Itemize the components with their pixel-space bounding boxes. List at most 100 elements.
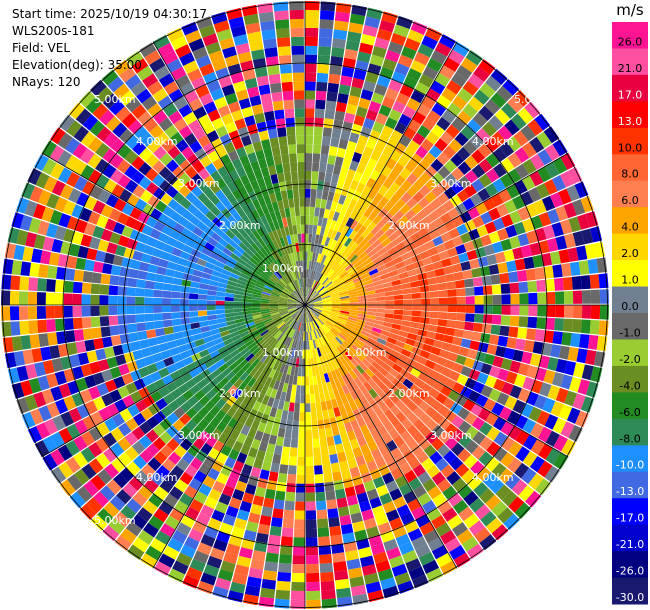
velocity-gate — [423, 394, 436, 406]
velocity-gate — [480, 511, 497, 527]
velocity-gate — [131, 440, 146, 455]
velocity-gate — [233, 221, 243, 232]
velocity-gate — [421, 95, 436, 110]
velocity-gate — [563, 291, 574, 304]
velocity-gate — [296, 313, 302, 322]
velocity-gate — [295, 340, 300, 350]
velocity-gate — [501, 381, 514, 396]
velocity-gate — [277, 200, 285, 210]
colorbar-tick-label: 4.0 — [621, 221, 639, 234]
velocity-gate — [456, 65, 473, 81]
velocity-gate — [536, 183, 550, 199]
velocity-gate — [440, 366, 452, 378]
velocity-gate — [345, 283, 355, 289]
velocity-gate — [218, 223, 229, 234]
velocity-gate — [147, 103, 163, 118]
velocity-gate — [119, 266, 130, 277]
velocity-gate — [301, 376, 305, 386]
velocity-gate — [232, 388, 242, 399]
velocity-gate — [305, 27, 319, 38]
velocity-gate — [155, 360, 167, 371]
velocity-gate — [331, 543, 345, 554]
velocity-gate — [173, 377, 185, 388]
velocity-gate — [352, 593, 369, 606]
velocity-gate — [366, 311, 377, 316]
velocity-gate — [93, 396, 106, 411]
velocity-gate — [552, 157, 568, 174]
velocity-gate — [372, 384, 383, 395]
velocity-gate — [207, 237, 218, 247]
velocity-gate — [501, 305, 511, 315]
velocity-gate — [537, 426, 552, 443]
velocity-gate — [280, 455, 290, 466]
velocity-gate — [212, 158, 224, 170]
velocity-gate — [276, 362, 283, 372]
velocity-gate — [260, 298, 270, 302]
velocity-gate — [184, 464, 198, 478]
velocity-gate — [76, 404, 90, 419]
velocity-gate — [406, 173, 419, 185]
velocity-gate — [461, 536, 479, 552]
velocity-gate — [328, 287, 337, 293]
velocity-gate — [263, 38, 277, 49]
velocity-gate — [356, 416, 366, 428]
velocity-gate — [564, 305, 574, 318]
velocity-gate — [580, 196, 594, 213]
velocity-gate — [166, 412, 179, 425]
velocity-gate — [383, 317, 394, 324]
velocity-gate — [124, 150, 139, 165]
velocity-gate — [279, 464, 289, 474]
velocity-gate — [338, 269, 347, 277]
velocity-gate — [7, 227, 20, 244]
velocity-gate — [278, 279, 286, 288]
velocity-gate — [313, 299, 323, 303]
velocity-gate — [330, 293, 340, 298]
velocity-gate — [37, 278, 47, 292]
velocity-gate — [522, 376, 535, 391]
velocity-gate — [244, 182, 254, 194]
velocity-gate — [422, 343, 433, 353]
velocity-gate — [251, 419, 261, 431]
velocity-gate — [161, 50, 179, 65]
velocity-gate — [182, 356, 194, 366]
velocity-gate — [432, 381, 445, 393]
velocity-gate — [394, 423, 407, 435]
velocity-gate — [295, 126, 305, 136]
velocity-gate — [299, 251, 303, 261]
velocity-gate — [427, 277, 438, 285]
velocity-gate — [277, 400, 285, 410]
velocity-gate — [251, 438, 261, 450]
velocity-gate — [580, 396, 595, 413]
velocity-gate — [265, 282, 274, 289]
velocity-gate — [572, 230, 585, 247]
velocity-gate — [330, 360, 338, 371]
velocity-gate — [369, 169, 381, 181]
velocity-gate — [474, 295, 484, 305]
velocity-gate — [330, 534, 343, 545]
velocity-gate — [287, 306, 297, 308]
velocity-gate — [286, 346, 292, 356]
velocity-gate — [397, 54, 414, 68]
velocity-gate — [141, 463, 156, 478]
velocity-gate — [359, 395, 369, 406]
velocity-gate — [545, 144, 560, 161]
velocity-gate — [514, 462, 530, 479]
velocity-gate — [395, 411, 407, 423]
velocity-gate — [290, 309, 298, 316]
velocity-gate — [275, 238, 283, 248]
velocity-gate — [442, 485, 457, 500]
velocity-gate — [478, 173, 492, 188]
velocity-gate — [67, 474, 83, 491]
velocity-gate — [305, 331, 307, 341]
velocity-gate — [203, 175, 216, 187]
velocity-gate — [291, 261, 296, 271]
velocity-gate — [193, 437, 206, 450]
velocity-gate — [311, 270, 316, 280]
velocity-gate — [367, 337, 377, 345]
velocity-gate — [204, 525, 219, 539]
velocity-gate — [215, 201, 226, 212]
velocity-gate — [237, 185, 248, 197]
velocity-gate — [198, 168, 210, 180]
velocity-gate — [305, 519, 317, 529]
range-ring — [62, 62, 548, 548]
